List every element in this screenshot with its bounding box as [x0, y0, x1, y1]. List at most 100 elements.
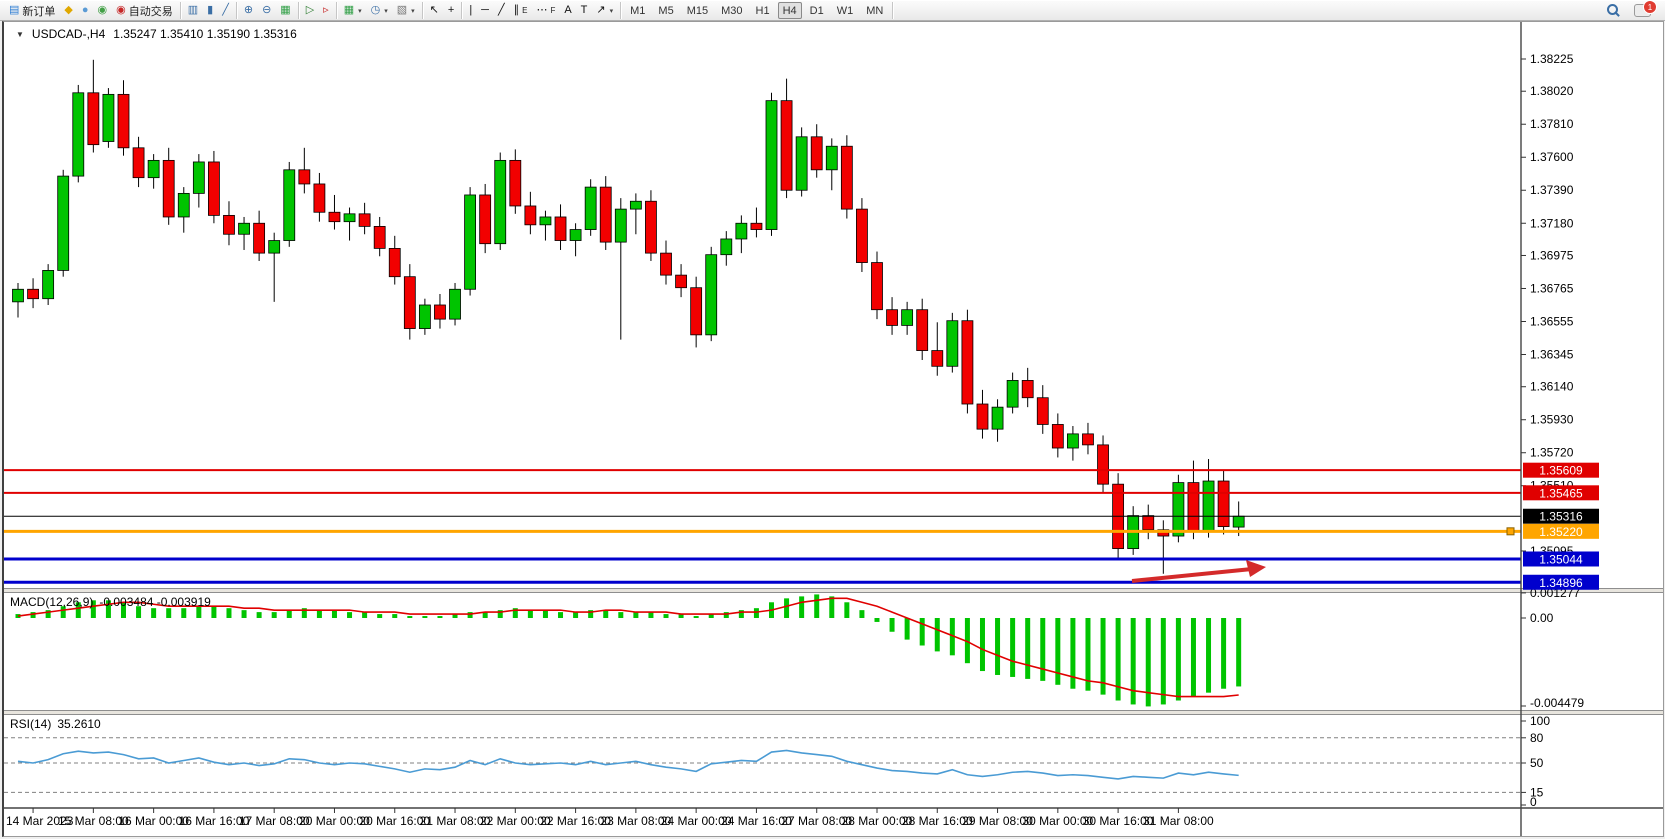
candle — [1217, 480, 1230, 528]
community-icon[interactable]: ● — [79, 3, 92, 18]
macd-histogram-bar — [90, 600, 96, 618]
chart-shift-button[interactable]: ▹ — [320, 3, 332, 18]
macd-histogram-bar — [573, 612, 579, 618]
macd-histogram-bar — [964, 618, 970, 664]
candle — [1051, 424, 1064, 449]
horizontal-line-button[interactable]: ─ — [478, 3, 492, 18]
new-chart-button[interactable]: ▦ ▾ — [341, 3, 365, 18]
auto-scroll-button[interactable]: ▷ — [303, 3, 317, 18]
macd-histogram-bar — [136, 606, 142, 618]
bar-chart-button[interactable]: ▥ — [185, 3, 201, 18]
candle — [886, 309, 898, 326]
candle — [72, 92, 85, 177]
price-badge — [1523, 485, 1599, 501]
candle — [629, 200, 642, 210]
price-axis: 1.38225 1.38020 1.37810 1.37600 1.37390 1.371… — [1521, 52, 1574, 558]
clock-icon: ◷ — [370, 4, 381, 16]
chart-canvas[interactable]: 1.38225 1.38020 1.37810 1.37600 1.37390 1.371… — [4, 22, 1663, 836]
arrow-head-icon[interactable] — [1246, 560, 1266, 577]
trendline-button[interactable]: ╱ — [495, 3, 508, 18]
timeframe-m5[interactable]: M5 — [658, 4, 674, 17]
auto-trading-button[interactable]: ◉ 自动交易 — [113, 3, 176, 18]
cursor-button[interactable]: ↖ — [427, 3, 442, 18]
toolbar-right: 1 — [1607, 1, 1665, 17]
price-badge — [1523, 508, 1599, 524]
macd-histogram-bar — [377, 614, 383, 618]
price-badge-label: 1.35316 — [1539, 510, 1583, 524]
signals-icon[interactable]: ◉ — [95, 3, 111, 18]
arrows-tool-icon: ↗ — [596, 4, 606, 16]
candle — [810, 136, 823, 171]
drawing-group: | ─ ╱ ∥ E ⋯ F A T ↗ ▾ — [462, 2, 622, 19]
macd-histogram-bar — [904, 618, 910, 640]
line-chart-button[interactable]: ╱ — [219, 3, 232, 18]
timeframe-mn[interactable]: MN — [866, 4, 884, 17]
zoom-out-button[interactable]: ⊖ — [259, 3, 274, 18]
candle — [388, 248, 401, 278]
timeframe-m1[interactable]: M1 — [630, 4, 646, 17]
ohlc-values: 1.35247 1.35410 1.35190 1.35316 — [113, 27, 297, 41]
templates-button[interactable]: ▧ ▾ — [394, 3, 418, 18]
macd-histogram-bar — [497, 610, 503, 618]
trendline-icon: ╱ — [497, 4, 505, 16]
chart-shift-icon: ▹ — [323, 4, 329, 16]
candle — [192, 161, 205, 194]
notifications-icon[interactable]: 1 — [1634, 1, 1657, 17]
macd-histogram-bar — [331, 610, 337, 618]
macd-histogram-bar — [1025, 618, 1031, 679]
tile-windows-button[interactable]: ▦ — [277, 3, 293, 18]
arrows-tool-button[interactable]: ↗ ▾ — [593, 3, 616, 18]
timeframe-m30[interactable]: M30 — [721, 4, 743, 17]
timeframe-m15[interactable]: M15 — [686, 4, 709, 17]
line-handle[interactable] — [1506, 527, 1515, 536]
time-tick-label: 14 Mar 2023 — [6, 814, 74, 828]
candlestick-chart-button[interactable]: ▮ — [204, 3, 216, 18]
price-badge — [1523, 574, 1599, 590]
market-icon: ◆ — [64, 4, 73, 16]
candle — [931, 350, 944, 367]
macd-histogram-bar — [527, 610, 533, 618]
candle — [132, 147, 145, 179]
candle — [177, 192, 190, 218]
periods-button[interactable]: ◷ ▾ — [368, 3, 391, 18]
new-order-icon: ▤ — [9, 4, 20, 16]
collapse-icon[interactable]: ▼ — [16, 29, 24, 39]
macd-axis-label: -0.004479 — [1530, 696, 1584, 710]
bar-chart-icon: ▥ — [187, 4, 199, 16]
candle — [343, 213, 356, 223]
candle — [976, 403, 989, 430]
search-icon[interactable] — [1607, 4, 1620, 17]
price-badge-label: 1.35465 — [1539, 486, 1583, 500]
macd-histogram-bar — [1145, 618, 1151, 707]
channel-button[interactable]: ∥ E — [511, 3, 531, 18]
timeframe-h4[interactable]: H4 — [777, 2, 802, 19]
candle — [584, 186, 597, 230]
timeframe-w1[interactable]: W1 — [836, 4, 854, 17]
arrow-shaft[interactable] — [1131, 567, 1253, 583]
macd-histogram-bar — [120, 602, 126, 618]
vertical-line-button[interactable]: | — [466, 3, 475, 18]
candle — [569, 229, 582, 241]
rsi-indicator-label: RSI(14) 35.2610 — [10, 717, 101, 731]
macd-histogram-bar — [362, 612, 368, 618]
text-button[interactable]: A — [561, 3, 574, 18]
candle — [524, 205, 537, 226]
crosshair-button[interactable]: + — [445, 3, 457, 18]
market-icon[interactable]: ◆ — [61, 3, 75, 18]
candle — [298, 169, 311, 185]
zoom-in-button[interactable]: ⊕ — [241, 3, 256, 18]
timeframe-h1[interactable]: H1 — [755, 4, 770, 17]
fibonacci-button[interactable]: ⋯ F — [533, 3, 558, 18]
new-order-button[interactable]: ▤ 新订单 — [6, 3, 58, 18]
tile-windows-icon: ▦ — [280, 4, 291, 16]
candle — [946, 320, 959, 367]
auto-trading-icon: ◉ — [116, 4, 126, 16]
candle — [87, 92, 100, 146]
timeframe-d1[interactable]: D1 — [809, 4, 824, 17]
macd-histogram-bar — [226, 608, 232, 618]
label-button[interactable]: T — [578, 3, 591, 18]
macd-histogram-bar — [693, 616, 699, 618]
time-tick-label: 16 Mar 00:00 — [118, 814, 189, 828]
